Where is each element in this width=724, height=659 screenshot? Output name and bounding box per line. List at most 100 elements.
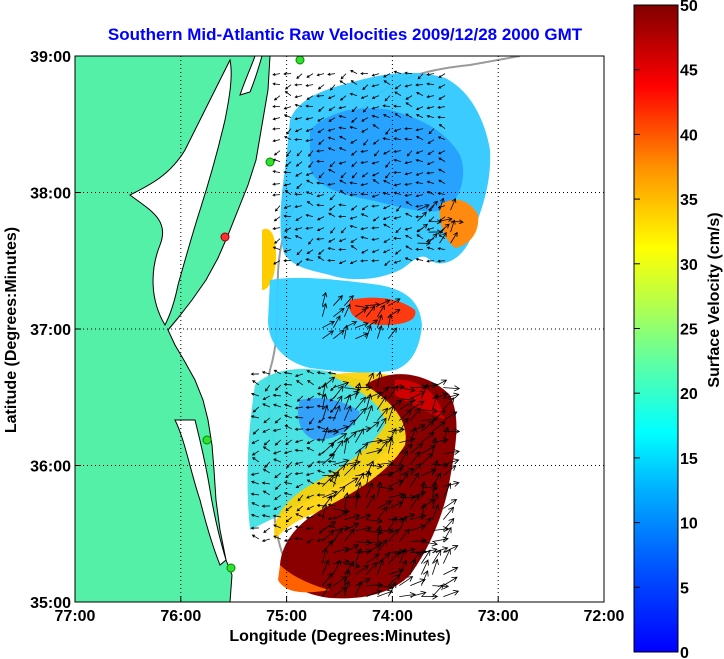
- velocity-arrow: [355, 332, 369, 340]
- velocity-arrow: [399, 409, 412, 421]
- velocity-arrow: [274, 384, 282, 391]
- velocity-arrow: [316, 513, 325, 518]
- velocity-arrow: [442, 482, 452, 498]
- velocity-arrow: [332, 470, 340, 487]
- y-tick-label: 35:00: [30, 595, 71, 612]
- velocity-arrow: [261, 514, 270, 518]
- velocity-arrow: [362, 106, 369, 113]
- velocity-arrow: [273, 450, 282, 455]
- velocity-arrow: [377, 440, 388, 454]
- colorbar-tick-label: 30: [680, 257, 698, 274]
- y-tick-label: 38:00: [30, 186, 71, 203]
- velocity-arrow: [305, 139, 314, 143]
- velocity-arrow: [340, 73, 347, 80]
- velocity-arrow: [340, 227, 347, 234]
- velocity-arrow: [421, 420, 435, 432]
- velocity-arrow: [371, 204, 380, 208]
- velocity-arrow: [317, 469, 325, 474]
- velocity-arrow: [371, 95, 380, 99]
- velocity-arrow: [426, 72, 435, 76]
- velocity-arrow: [273, 260, 281, 265]
- velocity-arrow: [296, 380, 304, 386]
- velocity-arrow: [382, 249, 391, 254]
- velocity-arrow: [333, 307, 345, 318]
- velocity-arrow: [366, 421, 380, 432]
- velocity-arrow: [376, 371, 383, 388]
- velocity-arrow: [294, 406, 303, 410]
- velocity-arrow: [355, 525, 372, 532]
- velocity-arrow: [421, 452, 434, 465]
- velocity-arrow: [330, 227, 336, 234]
- velocity-arrow: [283, 382, 292, 387]
- y-axis-label: Latitude (Degrees:Minutes): [3, 227, 20, 433]
- velocity-arrow: [283, 183, 292, 187]
- velocity-arrow: [415, 106, 424, 111]
- velocity-arrow: [322, 320, 335, 329]
- velocity-arrow: [284, 527, 293, 532]
- velocity-arrow: [417, 73, 424, 80]
- velocity-arrow: [388, 385, 399, 399]
- velocity-arrow: [318, 139, 325, 145]
- velocity-arrow: [398, 548, 407, 564]
- velocity-arrow: [426, 227, 435, 231]
- velocity-arrow: [404, 172, 413, 176]
- velocity-arrow: [349, 125, 358, 130]
- velocity-arrow: [261, 371, 270, 375]
- velocity-arrow: [294, 103, 303, 108]
- velocity-arrow: [306, 179, 314, 185]
- velocity-arrow: [251, 534, 260, 540]
- velocity-arrow: [328, 212, 336, 217]
- velocity-arrow: [399, 400, 414, 410]
- velocity-arrow: [354, 428, 364, 443]
- velocity-arrow: [321, 503, 328, 520]
- velocity-arrow: [431, 558, 439, 575]
- velocity-arrow: [437, 247, 446, 251]
- velocity-arrow: [399, 417, 409, 432]
- velocity-arrow: [426, 106, 435, 110]
- velocity-arrow: [366, 544, 382, 553]
- velocity-arrow: [377, 500, 393, 509]
- velocity-arrow: [329, 194, 336, 201]
- velocity-arrow: [383, 238, 391, 243]
- velocity-arrow: [317, 117, 325, 122]
- velocity-arrow: [294, 439, 303, 444]
- colorbar-tick-label: 20: [680, 386, 698, 403]
- velocity-arrow: [372, 216, 380, 222]
- velocity-arrow: [399, 437, 416, 443]
- velocity-arrow: [332, 559, 341, 575]
- velocity-arrow: [377, 417, 387, 432]
- velocity-arrow: [343, 569, 351, 586]
- velocity-arrow: [321, 302, 328, 317]
- velocity-arrow: [366, 589, 382, 597]
- velocity-arrow: [351, 150, 358, 156]
- velocity-arrow: [296, 249, 303, 256]
- velocity-arrow: [306, 200, 314, 206]
- velocity-arrow: [272, 393, 281, 397]
- velocity-arrow: [306, 494, 315, 499]
- velocity-arrow: [285, 439, 293, 446]
- velocity-arrow: [355, 513, 372, 520]
- velocity-arrow: [410, 407, 421, 421]
- velocity-arrow: [294, 205, 303, 209]
- velocity-arrow: [443, 385, 461, 392]
- velocity-arrow: [329, 84, 336, 91]
- velocity-arrow: [327, 72, 336, 76]
- velocity-arrow: [398, 492, 407, 509]
- velocity-arrow: [338, 106, 347, 110]
- y-tick-label: 36:00: [30, 459, 71, 476]
- velocity-arrow: [316, 216, 325, 221]
- velocity-arrow: [316, 73, 325, 77]
- velocity-arrow: [443, 566, 459, 575]
- velocity-arrow: [410, 400, 425, 410]
- velocity-arrow: [349, 260, 358, 265]
- colorbar-tick-label: 0: [680, 645, 689, 659]
- velocity-arrow: [376, 558, 384, 575]
- velocity-arrow: [350, 139, 358, 144]
- velocity-arrow: [355, 564, 370, 575]
- velocity-arrow: [273, 403, 281, 408]
- velocity-arrow: [432, 379, 448, 388]
- velocity-arrow: [272, 117, 281, 121]
- velocity-arrow: [404, 161, 413, 165]
- velocity-arrow: [388, 548, 406, 555]
- velocity-arrow: [350, 245, 358, 250]
